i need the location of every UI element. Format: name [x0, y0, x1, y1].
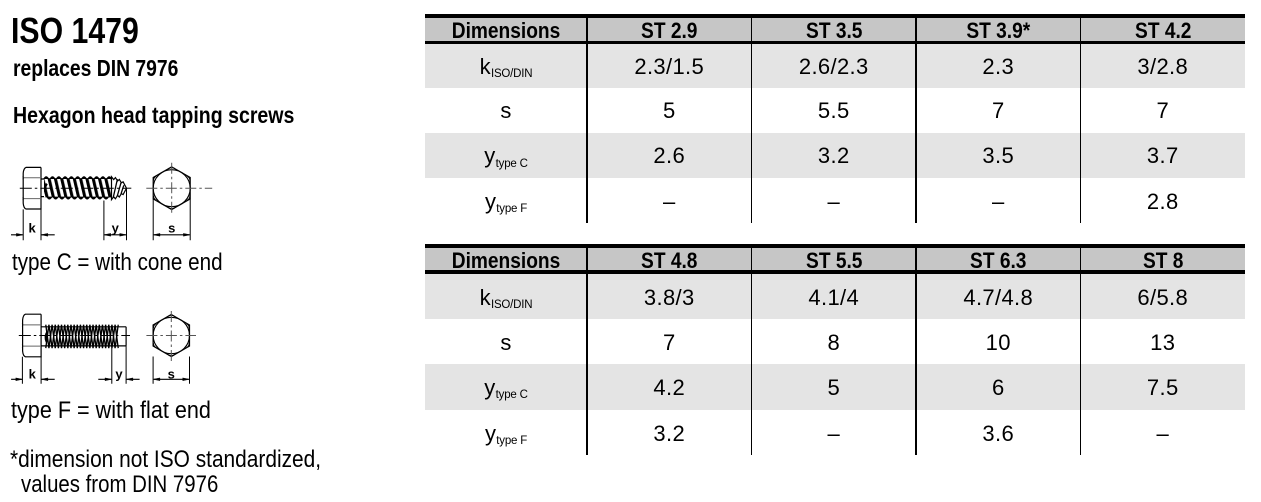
svg-text:s: s: [168, 221, 175, 236]
svg-text:k: k: [29, 366, 37, 381]
svg-text:k: k: [28, 221, 36, 236]
svg-text:s: s: [168, 366, 175, 381]
svg-text:y: y: [112, 221, 120, 236]
svg-text:y: y: [115, 366, 123, 381]
